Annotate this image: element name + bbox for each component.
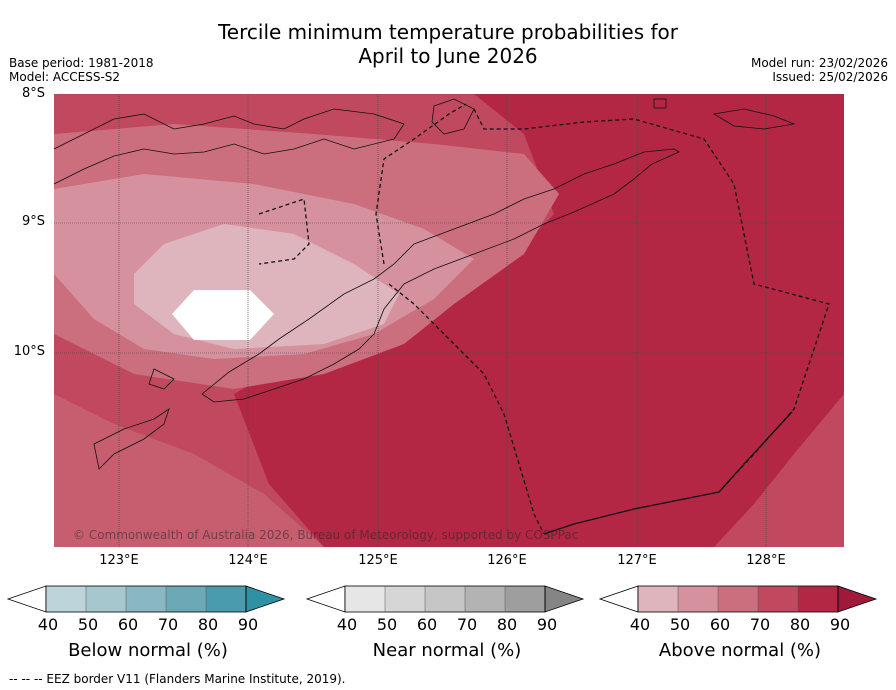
coastlines [54, 98, 796, 470]
copyright-notice: © Commonwealth of Australia 2026, Bureau… [73, 528, 579, 542]
model-name: Model: ACCESS-S2 [9, 70, 121, 84]
colorbar-bin [345, 586, 385, 612]
tick: 80 [197, 615, 219, 634]
tick: 80 [789, 615, 811, 634]
graticule [54, 94, 844, 547]
tick: 40 [629, 615, 651, 634]
colorbar-bin [465, 586, 505, 612]
lat-label-10s: 10°S [13, 344, 45, 359]
colorbar-bin [206, 586, 246, 612]
colorbar-upper-extension [837, 585, 878, 613]
eez-border [258, 103, 830, 535]
tick: 60 [416, 615, 438, 634]
flores-coast [54, 108, 405, 185]
islet-coast-1 [653, 98, 667, 109]
colorbar-bin [798, 586, 838, 612]
semau-coast [148, 368, 175, 390]
lat-label-9s: 9°S [21, 214, 45, 229]
zone-below-40 [172, 290, 274, 340]
lon-label-124e: 124°E [228, 553, 268, 568]
colorbar-bin [425, 586, 465, 612]
model-run-date: Model run: 23/02/2026 [750, 56, 888, 70]
title-line-1: Tercile minimum temperature probabilitie… [217, 20, 679, 44]
colorbar-bin [166, 586, 206, 612]
tick: 80 [496, 615, 518, 634]
colorbar-bin [758, 586, 798, 612]
colorbar-bin [126, 586, 166, 612]
colorbar-near-graphic [305, 585, 585, 613]
colorbar-lower-extension [598, 585, 639, 613]
issued-date: Issued: 25/02/2026 [772, 70, 888, 84]
colorbar-bin [86, 586, 126, 612]
title-line-2: April to June 2026 [358, 44, 538, 68]
zone-above-60-sw [54, 394, 324, 547]
colorbar-lower-extension [6, 585, 47, 613]
colorbar-above-graphic [598, 585, 878, 613]
chart-title: Tercile minimum temperature probabilitie… [0, 20, 896, 68]
colorbar-above [598, 585, 880, 616]
colorbar-bin [678, 586, 718, 612]
colorbar-lower-extension [305, 585, 346, 613]
tick: 70 [749, 615, 771, 634]
eez-solid-segment [543, 411, 793, 535]
colorbar-bin [718, 586, 758, 612]
colorbar-below [6, 585, 288, 616]
wetar-coast [431, 98, 475, 135]
colorbar-near-label: Near normal (%) [372, 640, 522, 661]
colorbar-upper-extension [544, 585, 585, 613]
eez-footnote: -- -- -- EEZ border V11 (Flanders Marine… [9, 672, 346, 686]
colorbar-frame [344, 585, 546, 613]
tick: 50 [669, 615, 691, 634]
eez-oecusse [258, 198, 310, 265]
colorbar-near [305, 585, 587, 616]
rote-coast [93, 408, 170, 470]
colorbar-bin [385, 586, 425, 612]
tick: 40 [37, 615, 59, 634]
colorbar-below-graphic [6, 585, 286, 613]
colorbar-frame [637, 585, 839, 613]
colorbar-bin [505, 586, 545, 612]
map-canvas [54, 94, 844, 547]
colorbar-upper-extension [245, 585, 286, 613]
colorbar-bin [638, 586, 678, 612]
lat-label-8s: 8°S [21, 86, 45, 101]
colorbar-below-label: Below normal (%) [68, 640, 228, 661]
tick: 40 [336, 615, 358, 634]
tick: 70 [456, 615, 478, 634]
tick: 50 [77, 615, 99, 634]
tick: 90 [237, 615, 259, 634]
lon-label-126e: 126°E [487, 553, 527, 568]
tick: 60 [709, 615, 731, 634]
timor-coast [201, 148, 680, 403]
babar-coast [712, 108, 796, 130]
model-info: Base period: 1981-2018 Model: ACCESS-S2 [9, 56, 154, 84]
tick: 60 [117, 615, 139, 634]
lon-label-127e: 127°E [617, 553, 657, 568]
zone-above-80 [234, 94, 844, 547]
tick: 50 [376, 615, 398, 634]
colorbar-frame [45, 585, 247, 613]
tick: 70 [157, 615, 179, 634]
colorbar-above-label: Above normal (%) [658, 640, 822, 661]
run-info: Model run: 23/02/2026 Issued: 25/02/2026 [751, 56, 888, 84]
tick: 90 [536, 615, 558, 634]
base-period: Base period: 1981-2018 [9, 56, 154, 70]
probability-map[interactable] [54, 94, 844, 547]
tick: 90 [829, 615, 851, 634]
lon-label-125e: 125°E [358, 553, 398, 568]
lon-label-128e: 128°E [746, 553, 786, 568]
lon-label-123e: 123°E [99, 553, 139, 568]
colorbar-bin [46, 586, 86, 612]
